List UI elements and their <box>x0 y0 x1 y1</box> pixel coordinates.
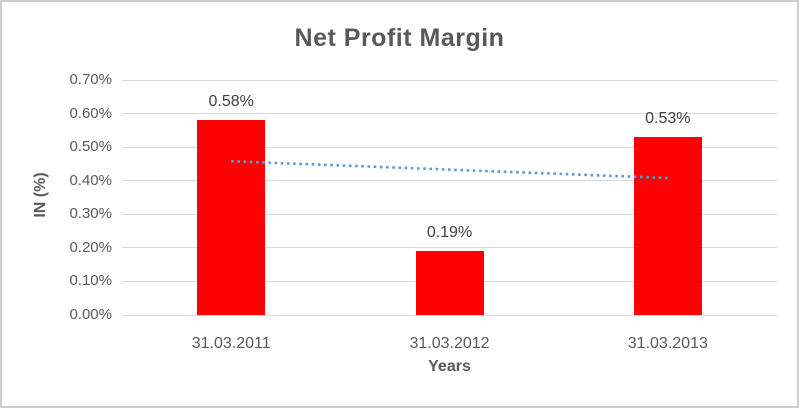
x-axis-title: Years <box>428 358 471 375</box>
y-tick-label: 0.30% <box>69 205 112 223</box>
y-tick-label: 0.50% <box>69 138 112 156</box>
y-tick-label: 0.70% <box>69 71 112 88</box>
gridline <box>122 113 777 115</box>
y-tick-label: 0.40% <box>69 171 112 189</box>
bar-31.03.2012 <box>415 251 484 315</box>
gridline <box>122 314 777 316</box>
bar-31.03.2011 <box>197 120 266 315</box>
y-tick-label: 0.00% <box>69 306 112 323</box>
y-tick-label: 0.20% <box>69 238 112 256</box>
x-tick-label: 31.03.2013 <box>627 335 708 352</box>
data-label: 0.58% <box>208 93 254 111</box>
gridline <box>122 79 777 81</box>
trendline-path <box>231 159 668 180</box>
gridline <box>122 213 777 215</box>
chart-title: Net Profit Margin <box>294 24 505 52</box>
x-tick-label: 31.03.2011 <box>191 335 271 352</box>
y-tick-label: 0.60% <box>69 104 112 122</box>
data-label: 0.19% <box>426 224 473 242</box>
data-label: 0.53% <box>645 110 691 128</box>
bar-31.03.2013 <box>633 137 702 315</box>
y-tick-label: 0.10% <box>69 272 112 290</box>
gridline <box>122 247 777 249</box>
gridline <box>122 146 777 148</box>
gridline <box>122 180 777 182</box>
x-tick-label: 31.03.2012 <box>409 335 490 352</box>
